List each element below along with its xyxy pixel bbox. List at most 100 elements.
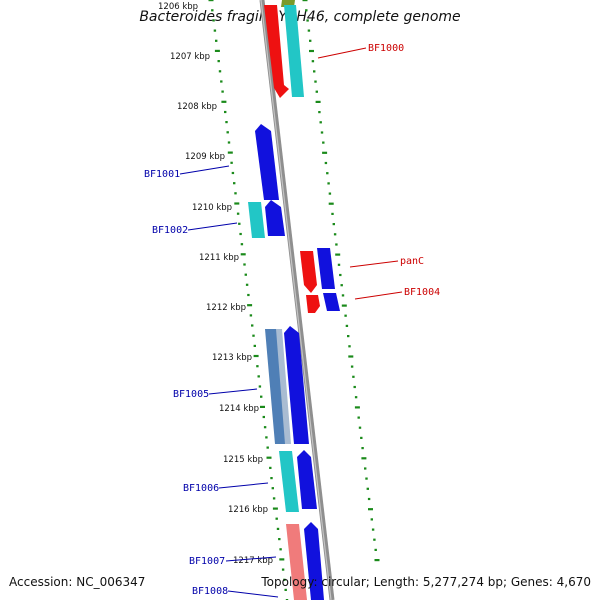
ruler-tick-left	[230, 161, 233, 164]
gene-feature-bf1007-pink[interactable]	[286, 524, 307, 600]
ruler-tick-left	[281, 568, 285, 571]
ruler-tick-right	[361, 457, 367, 460]
gene-label-bf1008[interactable]: BF1008	[192, 586, 228, 597]
gene-feature-bf1006-cyan[interactable]	[279, 451, 299, 512]
gene-feature-bf1000-red[interactable]	[264, 5, 289, 98]
accession-text: Accession: NC_006347	[9, 575, 146, 589]
gene-feature-bf1006-blue[interactable]	[297, 450, 317, 509]
ruler-tick-right	[341, 304, 347, 307]
leader-bf1007	[225, 556, 277, 562]
ruler-tick-left	[253, 344, 256, 347]
ruler-tick-left	[270, 477, 273, 480]
ruler-tick-right	[309, 39, 312, 42]
kbp-label: 1217 kbp	[233, 556, 273, 566]
ruler-tick-right	[373, 538, 376, 541]
ruler-tick-right	[335, 243, 338, 246]
gene-label-bf1005[interactable]: BF1005	[173, 389, 209, 400]
ruler-tick-left	[218, 70, 222, 73]
ruler-tick-left	[260, 395, 263, 398]
kbp-label: 1209 kbp	[185, 152, 225, 162]
gene-label-bf1001[interactable]: BF1001	[144, 169, 180, 180]
ruler-tick-right	[341, 294, 345, 297]
genome-title: Bacteroides fragilis YCH46, complete gen…	[139, 9, 461, 25]
ruler-tick-right	[352, 375, 355, 378]
ruler-tick-left	[284, 588, 287, 591]
ruler-tick-right	[340, 284, 343, 287]
ruler-tick-left	[244, 273, 247, 276]
gene-feature-bf1003[interactable]	[317, 248, 335, 289]
kbp-label: 1208 kbp	[177, 102, 217, 112]
ruler-tick-right	[324, 161, 328, 165]
ruler-tick-left	[215, 39, 218, 42]
gene-feature-bf1002-cyan[interactable]	[248, 202, 265, 238]
ruler-tick-left	[208, 0, 214, 2]
gene-feature-bf1002-blue[interactable]	[265, 200, 285, 236]
ruler-tick-left	[256, 365, 259, 368]
kbp-label: 1207 kbp	[170, 52, 210, 62]
gene-label-bf1006[interactable]: BF1006	[183, 483, 219, 494]
kbp-label: 1211 kbp	[199, 253, 239, 263]
ruler-tick-right	[364, 467, 367, 470]
leader-bf1005	[208, 388, 258, 395]
gene-feature-bf1005-blue[interactable]	[284, 326, 309, 444]
ruler-tick-left	[225, 121, 228, 124]
ruler-tick-right	[347, 335, 350, 338]
kbp-label: 1206 kbp	[158, 2, 198, 12]
kbp-label: 1216 kbp	[228, 505, 268, 515]
kbp-label: 1212 kbp	[206, 303, 246, 313]
ruler-tick-right	[309, 49, 314, 53]
gene-feature-bf1005-light[interactable]	[276, 329, 291, 444]
gene-feature-bf1004-red[interactable]	[306, 295, 320, 313]
leader-bf1000	[317, 47, 367, 59]
ruler-tick-right	[348, 345, 351, 348]
ruler-tick-left	[247, 293, 250, 297]
ruler-tick-left	[272, 507, 278, 510]
ruler-tick-left	[247, 304, 253, 307]
ruler-tick-right	[313, 70, 316, 73]
ruler-tick-right	[368, 508, 373, 511]
ruler-tick-left	[260, 405, 265, 408]
ruler-tick-right	[327, 182, 330, 185]
gene-feature-bf1001[interactable]	[255, 124, 279, 200]
gene-label-panc[interactable]: panC	[400, 256, 424, 267]
gene-feature-bf1007-blue[interactable]	[304, 522, 324, 600]
ruler-tick-right	[331, 212, 334, 215]
gene-feature-bf1004-blue[interactable]	[323, 293, 340, 311]
genome-summary-text: Topology: circular; Length: 5,277,274 bp…	[261, 575, 591, 589]
ruler-tick-left	[263, 426, 267, 429]
ruler-tick-left	[245, 283, 249, 286]
ruler-tick-right	[350, 365, 354, 368]
dotted-rulers	[208, 0, 380, 600]
ruler-tick-left	[265, 436, 268, 439]
gene-label-bf1007[interactable]: BF1007	[189, 556, 225, 567]
ruler-tick-right	[306, 19, 309, 22]
leader-bf1002	[187, 222, 238, 231]
ruler-tick-left	[212, 19, 215, 22]
ruler-tick-right	[344, 314, 347, 317]
gene-feature-bf1005-steel[interactable]	[265, 329, 286, 444]
gene-feature-panc[interactable]	[300, 251, 317, 293]
ruler-tick-right	[339, 273, 342, 277]
genome-backbone	[259, 0, 335, 600]
ruler-tick-left	[283, 578, 286, 581]
ruler-tick-left	[240, 253, 246, 256]
ruler-tick-left	[275, 517, 278, 520]
ruler-tick-left	[239, 232, 242, 236]
ruler-tick-right	[367, 497, 371, 501]
ruler-tick-left	[227, 151, 233, 154]
gene-features	[248, 0, 340, 600]
ruler-tick-left	[253, 354, 259, 358]
ruler-tick-left	[276, 527, 280, 530]
leader-panc	[349, 260, 399, 268]
ruler-tick-left	[279, 558, 285, 561]
ruler-tick-left	[236, 212, 240, 215]
gene-label-bf1000[interactable]: BF1000	[368, 43, 404, 54]
gene-label-bf1002[interactable]: BF1002	[152, 225, 188, 236]
ruler-tick-left	[227, 141, 231, 144]
ruler-tick-right	[335, 253, 341, 256]
ruler-tick-left	[214, 49, 220, 52]
gene-feature-bf1000-cyan[interactable]	[284, 5, 304, 97]
ruler-tick-right	[328, 192, 332, 195]
gene-label-bf1004[interactable]: BF1004	[404, 287, 440, 298]
